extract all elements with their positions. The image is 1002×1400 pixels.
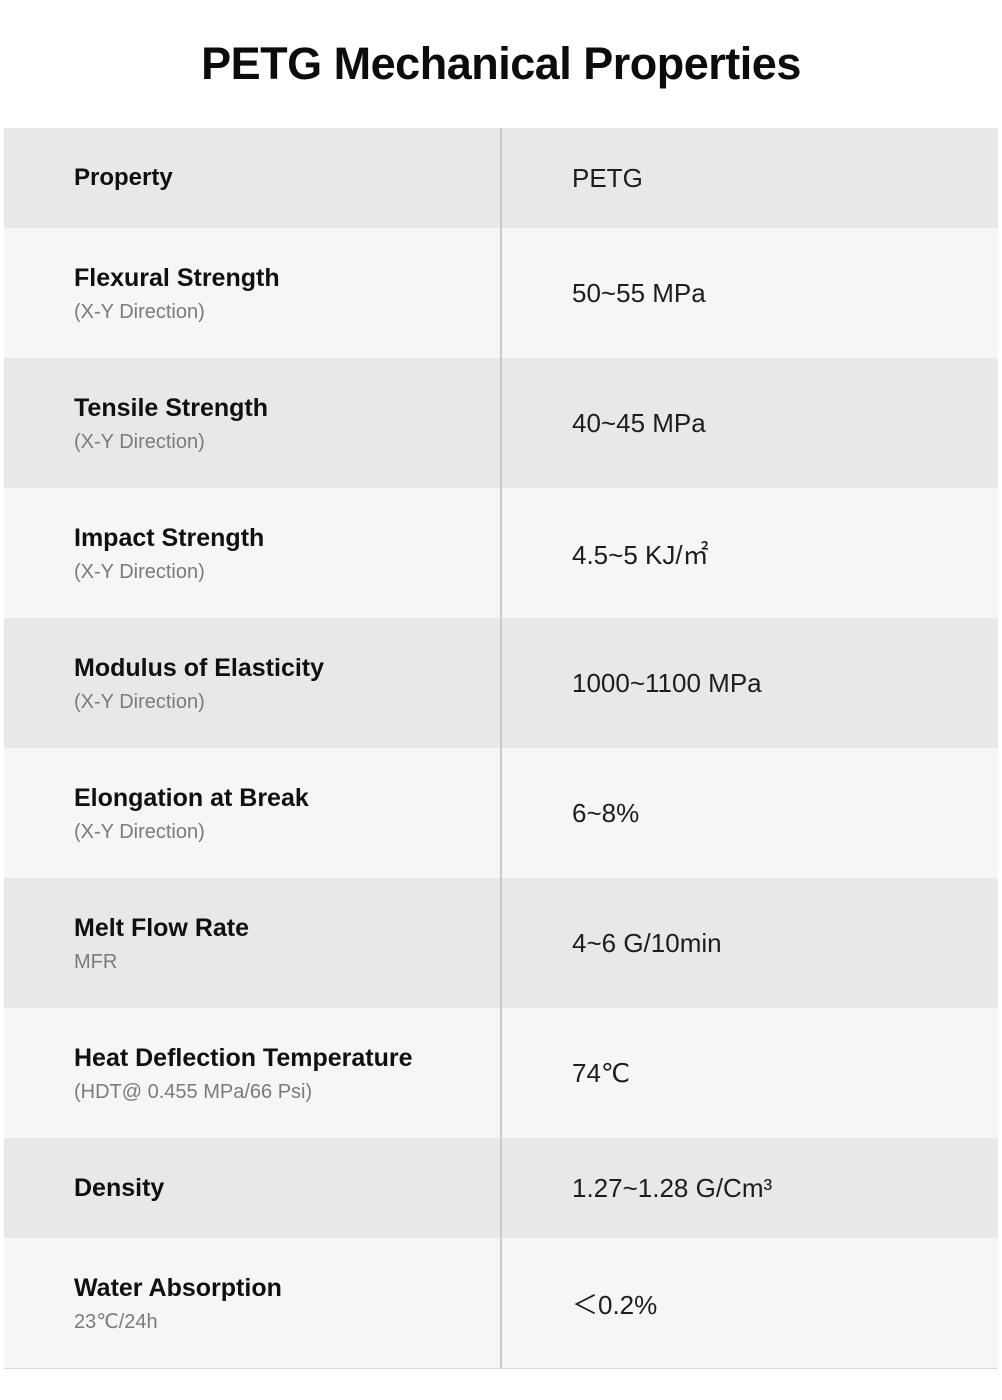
value-cell: 40~45 MPa: [572, 407, 706, 438]
properties-table: Property PETG Flexural Strength (X-Y Dir…: [4, 128, 998, 1369]
title-bar: PETG Mechanical Properties: [0, 0, 1002, 128]
property-note: (X-Y Direction): [74, 300, 205, 323]
property-name: Density: [74, 1174, 165, 1202]
property-note: MFR: [74, 950, 118, 973]
property-name: Flexural Strength: [74, 263, 280, 292]
property-name: Impact Strength: [74, 523, 265, 552]
property-note: (HDT@ 0.455 MPa/66 Psi): [74, 1080, 313, 1103]
property-cell: Heat Deflection Temperature (HDT@ 0.455 …: [4, 1008, 500, 1138]
property-cell: Tensile Strength (X-Y Direction): [4, 358, 500, 488]
property-cell: Elongation at Break (X-Y Direction): [4, 748, 500, 878]
value-cell: 1.27~1.28 G/Cm³: [572, 1172, 773, 1203]
property-note: (X-Y Direction): [74, 690, 205, 713]
property-cell: Flexural Strength (X-Y Direction): [4, 228, 500, 358]
value-cell: 4.5~5 KJ/㎡: [572, 539, 709, 570]
header-value-label: PETG: [572, 162, 643, 193]
value-cell: ＜0.2%: [572, 1289, 658, 1320]
property-cell: Water Absorption 23℃/24h: [4, 1238, 500, 1368]
property-cell: Density: [4, 1138, 500, 1238]
value-cell: 6~8%: [572, 797, 640, 828]
property-note: (X-Y Direction): [74, 430, 205, 453]
property-note: (X-Y Direction): [74, 820, 205, 843]
header-property-cell: Property: [4, 128, 500, 228]
property-name: Modulus of Elasticity: [74, 653, 325, 682]
value-cell: 4~6 G/10min: [572, 927, 722, 958]
value-cell: 50~55 MPa: [572, 277, 706, 308]
property-cell: Impact Strength (X-Y Direction): [4, 488, 500, 618]
column-divider: [500, 128, 502, 1368]
property-name: Heat Deflection Temperature: [74, 1043, 413, 1072]
property-name: Tensile Strength: [74, 393, 269, 422]
property-name: Elongation at Break: [74, 783, 309, 812]
property-name: Melt Flow Rate: [74, 913, 250, 942]
property-cell: Melt Flow Rate MFR: [4, 878, 500, 1008]
property-cell: Modulus of Elasticity (X-Y Direction): [4, 618, 500, 748]
value-cell: 74℃: [572, 1057, 631, 1088]
header-property-label: Property: [74, 164, 173, 191]
property-note: (X-Y Direction): [74, 560, 205, 583]
property-note: 23℃/24h: [74, 1310, 158, 1333]
property-name: Water Absorption: [74, 1273, 282, 1302]
page-title: PETG Mechanical Properties: [201, 38, 801, 89]
value-cell: 1000~1100 MPa: [572, 667, 762, 698]
